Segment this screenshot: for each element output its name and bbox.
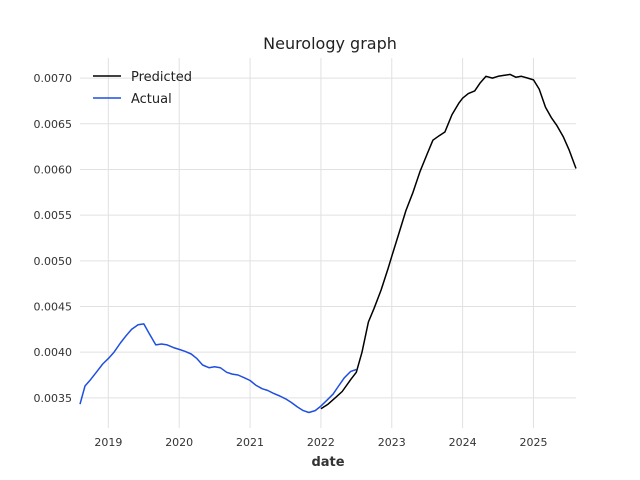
series-line-predicted [320,73,577,410]
x-tick-label: 2021 [236,436,264,449]
y-tick-label: 0.0035 [34,392,73,405]
x-tick-label: 2022 [307,436,335,449]
y-tick-label: 0.0060 [34,163,73,176]
y-tick-label: 0.0050 [34,255,73,268]
series-line-actual [79,323,357,414]
series-lines [79,73,577,414]
legend: Predicted Actual [93,70,192,107]
y-tick-label: 0.0040 [34,346,73,359]
y-axis-ticks: 0.0035 0.0040 0.0045 0.0050 0.0055 0.0060 0.00… [34,72,73,405]
y-tick-label: 0.0045 [34,300,73,313]
legend-label: Predicted [131,70,192,85]
y-tick-label: 0.0055 [34,209,73,222]
x-tick-label: 2020 [165,436,193,449]
x-tick-label: 2024 [449,436,477,449]
x-tick-label: 2023 [378,436,406,449]
grid-lines [80,58,576,428]
legend-label: Actual [131,92,172,107]
x-tick-label: 2025 [519,436,547,449]
x-axis-ticks: 2019 2020 2021 2022 2023 2024 2025 [94,436,547,449]
x-axis-label: date [311,455,344,470]
y-tick-label: 0.0065 [34,118,73,131]
x-tick-label: 2019 [94,436,122,449]
chart-title: Neurology graph [263,34,397,53]
y-tick-label: 0.0070 [34,72,73,85]
